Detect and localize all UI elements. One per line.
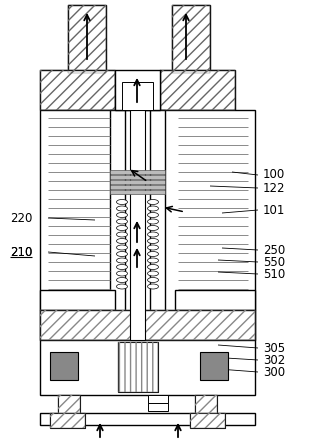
- Bar: [50, 352, 78, 380]
- Ellipse shape: [117, 258, 128, 263]
- Bar: [40, 310, 255, 340]
- Bar: [110, 110, 125, 340]
- Ellipse shape: [117, 277, 128, 283]
- Bar: [118, 342, 158, 392]
- Ellipse shape: [117, 238, 128, 244]
- Ellipse shape: [147, 277, 158, 283]
- Bar: [160, 70, 235, 110]
- Bar: [40, 413, 255, 425]
- Ellipse shape: [147, 206, 158, 211]
- Ellipse shape: [117, 271, 128, 276]
- Bar: [175, 290, 255, 310]
- Text: 220: 220: [10, 211, 32, 225]
- Text: 300: 300: [263, 365, 285, 378]
- Ellipse shape: [147, 199, 158, 205]
- Bar: [195, 395, 217, 413]
- Bar: [40, 110, 255, 340]
- Bar: [148, 403, 168, 411]
- Bar: [200, 352, 228, 380]
- Ellipse shape: [147, 252, 158, 256]
- Bar: [110, 175, 165, 179]
- Ellipse shape: [147, 284, 158, 289]
- Ellipse shape: [147, 232, 158, 237]
- Ellipse shape: [117, 206, 128, 211]
- Ellipse shape: [147, 264, 158, 269]
- Ellipse shape: [147, 213, 158, 218]
- Ellipse shape: [117, 264, 128, 269]
- Text: 550: 550: [263, 256, 285, 268]
- Bar: [40, 290, 115, 310]
- Ellipse shape: [117, 219, 128, 224]
- Bar: [58, 395, 80, 413]
- Bar: [172, 5, 210, 73]
- Bar: [160, 70, 235, 110]
- Text: 100: 100: [263, 168, 285, 182]
- Bar: [50, 413, 85, 428]
- Text: 510: 510: [263, 268, 285, 280]
- Bar: [50, 413, 85, 428]
- Bar: [40, 70, 115, 110]
- Bar: [68, 5, 106, 73]
- Bar: [40, 340, 255, 395]
- Bar: [110, 185, 165, 189]
- Bar: [118, 342, 158, 392]
- Text: 210: 210: [10, 245, 32, 259]
- Bar: [40, 310, 255, 340]
- Ellipse shape: [117, 284, 128, 289]
- Ellipse shape: [117, 225, 128, 230]
- Text: 210: 210: [10, 245, 32, 259]
- Text: 101: 101: [263, 203, 285, 217]
- Text: 250: 250: [263, 244, 285, 256]
- Ellipse shape: [147, 271, 158, 276]
- Bar: [130, 110, 145, 340]
- Bar: [148, 395, 168, 403]
- Bar: [40, 70, 115, 110]
- Ellipse shape: [147, 245, 158, 250]
- Bar: [150, 110, 165, 340]
- Ellipse shape: [117, 252, 128, 256]
- Text: 122: 122: [263, 182, 285, 194]
- Bar: [115, 70, 160, 110]
- Ellipse shape: [147, 258, 158, 263]
- Bar: [122, 82, 153, 110]
- Bar: [190, 413, 225, 428]
- Ellipse shape: [117, 199, 128, 205]
- Ellipse shape: [117, 232, 128, 237]
- Text: 302: 302: [263, 354, 285, 366]
- Ellipse shape: [147, 219, 158, 224]
- Bar: [172, 5, 210, 73]
- Bar: [110, 180, 165, 183]
- Ellipse shape: [117, 245, 128, 250]
- Bar: [190, 413, 225, 428]
- Bar: [110, 170, 165, 174]
- Bar: [58, 395, 80, 413]
- Ellipse shape: [147, 238, 158, 244]
- Bar: [110, 190, 165, 194]
- Text: 305: 305: [263, 342, 285, 354]
- Bar: [195, 395, 217, 413]
- Ellipse shape: [147, 225, 158, 230]
- Bar: [68, 5, 106, 73]
- Ellipse shape: [117, 213, 128, 218]
